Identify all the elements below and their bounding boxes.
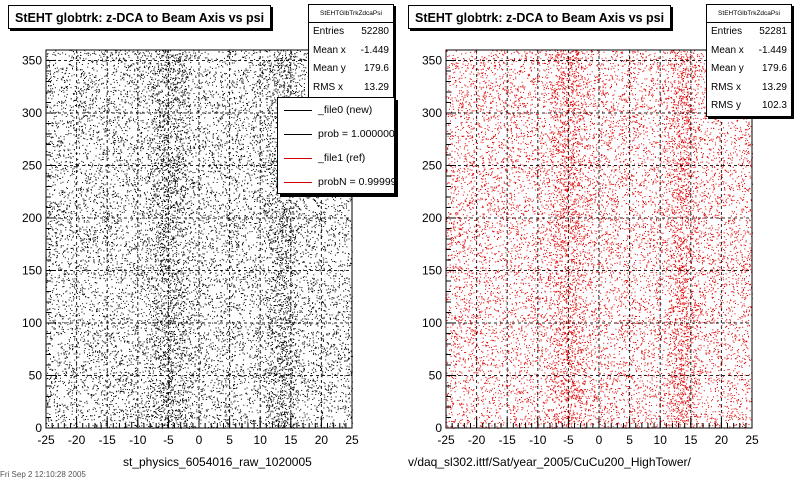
right-x-tick-label: -10 (529, 433, 547, 447)
right-grid (446, 50, 752, 428)
left-y-tick-label: 100 (22, 316, 42, 330)
right-x-tick-label: -15 (499, 433, 517, 447)
right-x-tick-label: 5 (626, 433, 633, 447)
right-y-tick-label: 50 (429, 369, 443, 383)
right-stats-row: Entries 52281 (707, 23, 791, 42)
right-y-tick-label: 200 (422, 211, 442, 225)
left-y-tick-label: 200 (22, 211, 42, 225)
right-y-tick-label: 100 (422, 316, 442, 330)
comparison-legend: _file0 (new) prob = 1.000000 _file1 (ref… (277, 97, 395, 194)
legend-line-swatch (284, 181, 312, 183)
left-stats-row: RMS x 13.29 (309, 79, 393, 98)
left-plot-title: StEHT globtrk: z-DCA to Beam Axis vs psi (8, 5, 272, 29)
left-x-tick-label: -15 (99, 433, 117, 447)
left-x-tick-label: 0 (196, 433, 203, 447)
left-stats-row: Entries 52280 (309, 23, 393, 42)
left-x-tick-label: -25 (37, 433, 55, 447)
right-plot-title: StEHT globtrk: z-DCA to Beam Axis vs psi (408, 5, 672, 29)
left-x-tick-label: 5 (226, 433, 233, 447)
left-y-tick-label: 300 (22, 106, 42, 120)
right-y-tick-label: 0 (435, 421, 442, 435)
right-y-tick-label: 150 (422, 264, 442, 278)
right-y-tick-label: 250 (422, 159, 442, 173)
left-x-tick-label: -20 (68, 433, 86, 447)
right-stats-row: RMS y 102.3 (707, 97, 791, 116)
right-stats-box: StEHTGlbTrkZdcaPsi Entries 52281 Mean x -1… (706, 4, 792, 117)
right-scatter-markers (446, 50, 753, 429)
right-x-tick-label: 15 (684, 433, 698, 447)
left-stats-row: Mean y 179.6 (309, 60, 393, 79)
right-x-tick-label: 25 (745, 433, 759, 447)
left-x-tick-label: -5 (163, 433, 174, 447)
right-stats-name: StEHTGlbTrkZdcaPsi (707, 5, 791, 23)
left-stats-row: Mean x -1.449 (309, 42, 393, 61)
right-stats-row: RMS x 13.29 (707, 79, 791, 98)
left-x-tick-label: 10 (254, 433, 268, 447)
left-histogram-pad: -25 -20 -15 -10 -5 0 5 10 15 20 25 0 50 100 150 200 250 3… (8, 4, 395, 469)
right-x-tick-label: -20 (468, 433, 486, 447)
left-stats-box: StEHTGlbTrkZdcaPsi Entries 52280 Mean x -1… (308, 4, 394, 98)
right-stats-row: Mean x -1.449 (707, 42, 791, 61)
left-x-axis-label: st_physics_6054016_raw_1020005 (123, 455, 312, 469)
right-y-tick-label: 300 (422, 106, 442, 120)
right-x-tick-label: -5 (563, 433, 574, 447)
legend-entry: _file0 (new) (278, 98, 394, 122)
left-y-tick-label: 150 (22, 264, 42, 278)
legend-entry: probN = 0.999999 (278, 170, 394, 193)
left-stats-name: StEHTGlbTrkZdcaPsi (309, 5, 393, 23)
left-x-tick-label: 15 (284, 433, 298, 447)
legend-entry: prob = 1.000000 (278, 122, 394, 146)
legend-line-swatch (284, 157, 312, 159)
legend-entry: _file1 (ref) (278, 146, 394, 170)
left-y-tick-label: 250 (22, 159, 42, 173)
legend-line-swatch (284, 133, 312, 135)
left-y-tick-label: 50 (29, 369, 43, 383)
right-x-tick-label: 10 (654, 433, 668, 447)
right-x-axis-label: v/daq_sl302.ittf/Sat/year_2005/CuCu200_H… (408, 455, 691, 469)
timestamp-footer: Fri Sep 2 12:10:28 2005 (0, 470, 86, 479)
right-y-tick-label: 350 (422, 54, 442, 68)
left-x-tick-label: 20 (315, 433, 329, 447)
left-y-tick-label: 350 (22, 54, 42, 68)
legend-line-swatch (284, 109, 312, 111)
right-scatter-plot: -25 -20 -15 -10 -5 0 5 10 15 20 250501001502002503… (422, 49, 759, 447)
right-x-tick-label: 20 (715, 433, 729, 447)
right-stats-row: Mean y 179.6 (707, 60, 791, 79)
left-x-tick-label: 25 (345, 433, 359, 447)
right-x-tick-label: 0 (596, 433, 603, 447)
left-y-tick-label: 0 (35, 421, 42, 435)
right-x-tick-label: -25 (437, 433, 455, 447)
right-histogram-pad: -25 -20 -15 -10 -5 0 5 10 15 20 25 0 50 100 150 200 250 3… (400, 0, 800, 480)
left-x-tick-label: -10 (129, 433, 147, 447)
